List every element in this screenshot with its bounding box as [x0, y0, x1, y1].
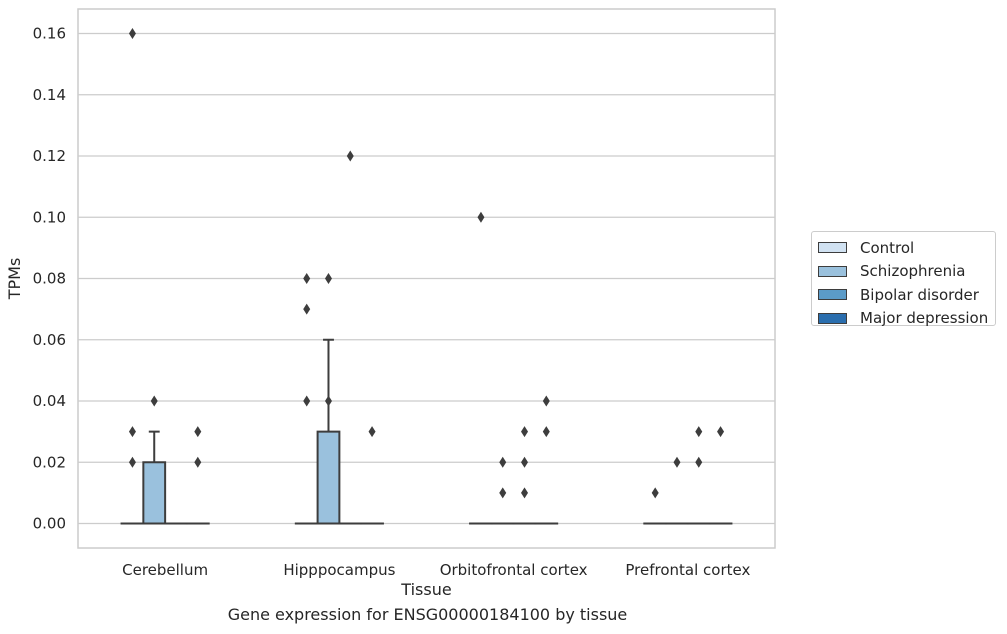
grid-lines [78, 32, 775, 525]
y-axis-ticks: 0.00 0.02 0.04 0.06 0.08 0.10 0.12 0.14 0.16 [33, 25, 66, 533]
x-tick-label: Cerebellum [122, 561, 208, 579]
x-axis-label: Tissue [400, 580, 451, 599]
legend-swatch [818, 265, 847, 277]
outlier-point [194, 426, 202, 438]
outlier-point [521, 426, 529, 438]
box-bipolar-disorder [512, 426, 537, 525]
box-major-depression [185, 426, 210, 525]
outlier-point [499, 487, 507, 499]
y-tick-label: 0.12 [33, 147, 66, 165]
outlier-point [303, 273, 311, 284]
y-tick-label: 0.10 [33, 208, 66, 226]
outlier-point [695, 456, 703, 468]
outlier-point [194, 456, 202, 468]
y-tick-label: 0.08 [33, 270, 66, 288]
box-major-depression [534, 395, 559, 525]
legend-swatch [818, 289, 847, 301]
outlier-point [521, 487, 529, 499]
outlier-point [324, 273, 332, 284]
box-marks [120, 28, 733, 525]
legend-item: Major depression [818, 307, 995, 331]
outlier-point [346, 150, 354, 162]
y-tick-label: 0.16 [33, 25, 66, 43]
x-tick-label: Hipppocampus [283, 561, 395, 579]
legend: Control Schizophrenia Bipolar disorder Majo… [811, 231, 996, 327]
outlier-point [128, 456, 136, 468]
outlier-point [128, 28, 136, 39]
y-tick-label: 0.00 [33, 515, 66, 533]
x-tick-label: Prefrontal cortex [625, 561, 750, 579]
figure-caption: Gene expression for ENSG00000184100 by t… [227, 605, 628, 624]
outlier-point [717, 426, 725, 438]
outlier-point [695, 426, 703, 438]
legend-label: Major depression [860, 309, 989, 328]
legend-swatch [818, 242, 847, 254]
outlier-point [521, 456, 529, 468]
legend-item: Control [818, 236, 995, 260]
box-schizophrenia [490, 456, 515, 525]
outlier-point [542, 426, 550, 438]
outlier-point [368, 426, 376, 438]
y-tick-label: 0.02 [33, 453, 66, 471]
box-bipolar-disorder [338, 150, 363, 525]
outlier-point [673, 456, 681, 468]
box-control [120, 28, 145, 525]
outlier-point [651, 487, 659, 499]
box-bipolar-disorder [686, 426, 711, 525]
legend-swatch [818, 312, 847, 324]
box-major-depression [708, 426, 733, 525]
box-schizophrenia [665, 456, 689, 525]
legend-label: Schizophrenia [860, 262, 966, 281]
legend-item: Schizophrenia [818, 260, 995, 284]
box-schizophrenia [316, 273, 341, 525]
box-control [294, 273, 319, 525]
outlier-point [477, 211, 485, 223]
box-control [643, 487, 668, 525]
outlier-point [128, 426, 136, 438]
outlier-point [324, 395, 332, 407]
box-schizophrenia [142, 395, 167, 525]
y-tick-label: 0.14 [33, 86, 66, 104]
x-axis-ticks: Cerebellum Hipppocampus Orbitofrontal cort… [122, 561, 750, 579]
outlier-point [303, 303, 311, 315]
outlier-point [499, 456, 507, 468]
x-tick-label: Orbitofrontal cortex [440, 561, 588, 579]
plot-frame [77, 8, 776, 549]
outlier-point [303, 395, 311, 407]
outlier-point [542, 395, 550, 407]
box-body [316, 430, 341, 525]
legend-label: Bipolar disorder [860, 285, 979, 304]
y-tick-label: 0.06 [33, 331, 66, 349]
box-body [142, 461, 167, 525]
legend-item: Bipolar disorder [818, 283, 995, 307]
y-axis-label: TPMs [5, 258, 24, 301]
box-major-depression [360, 426, 384, 525]
legend-label: Control [860, 238, 915, 257]
outlier-point [150, 395, 158, 407]
box-control [469, 211, 493, 525]
y-tick-label: 0.04 [33, 392, 66, 410]
